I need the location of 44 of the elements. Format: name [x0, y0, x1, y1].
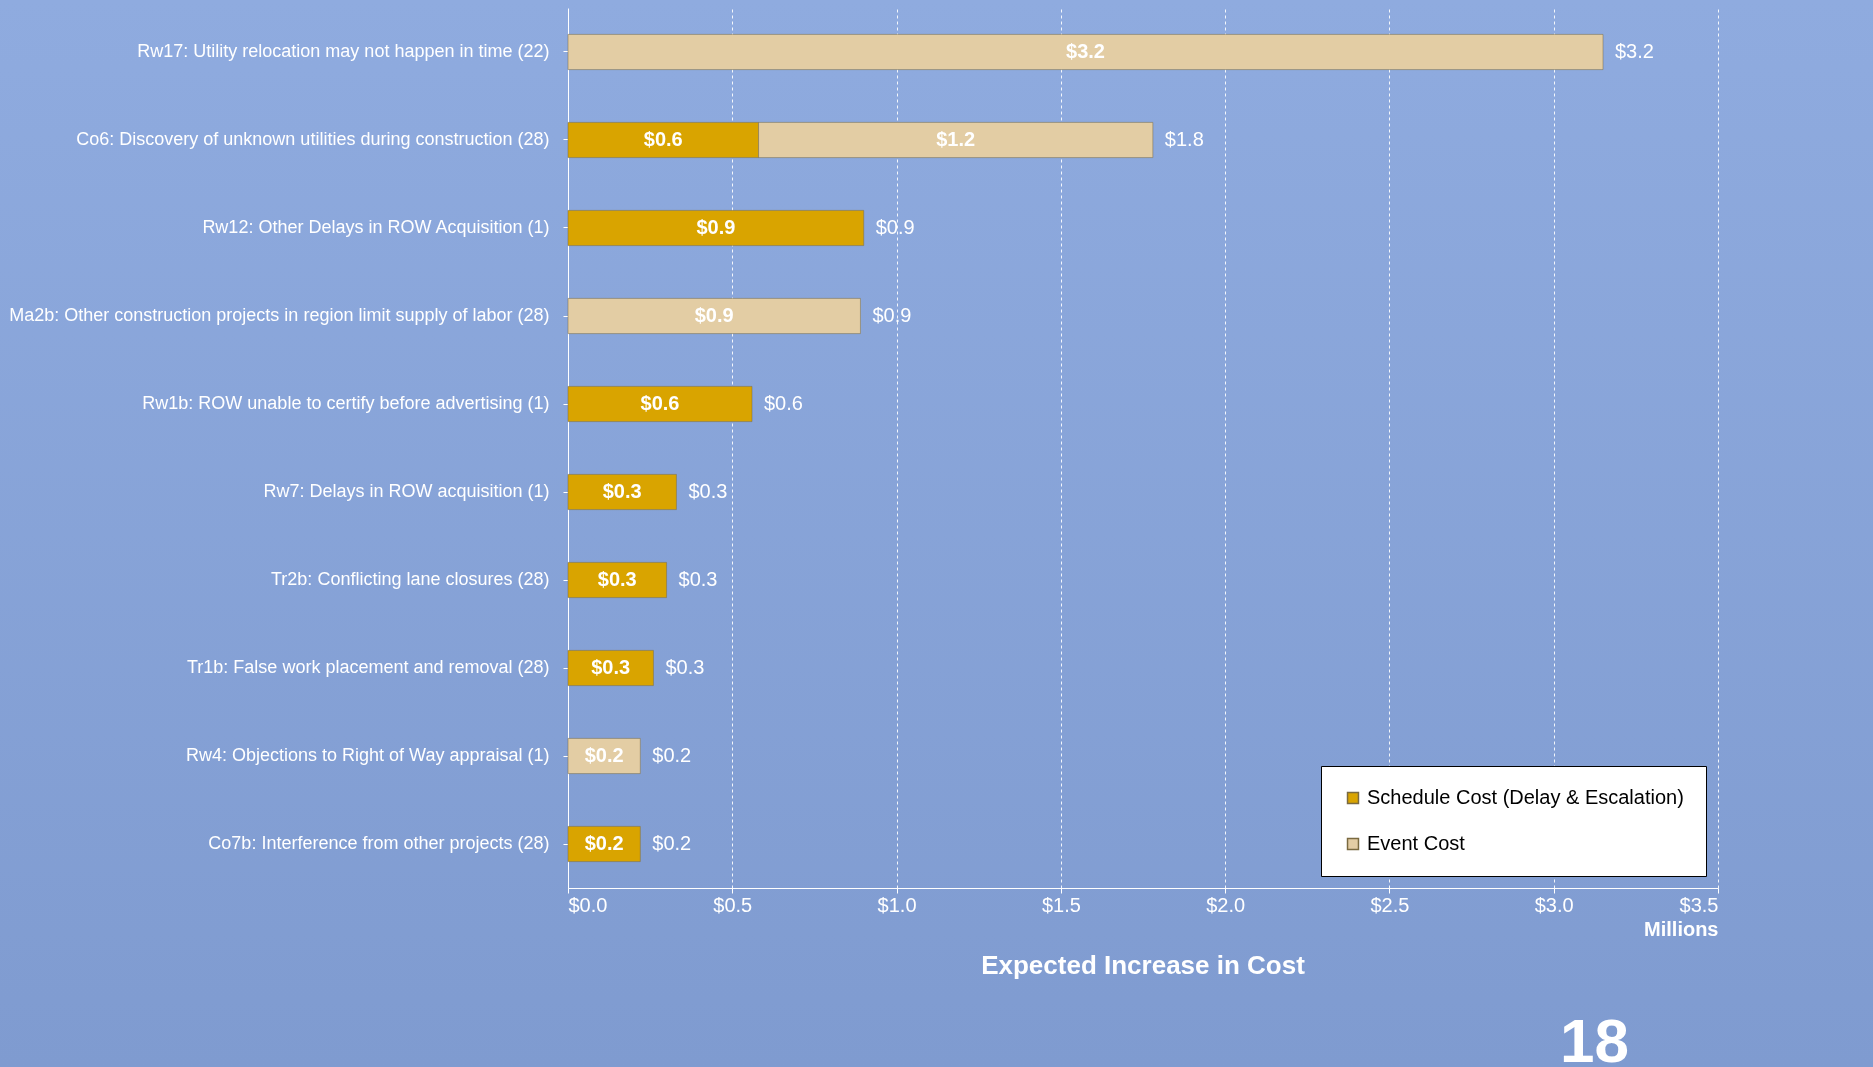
total-label: $0.2 [652, 744, 692, 766]
data-label: $0.2 [584, 832, 624, 854]
y-tick-label: Co6: Discovery of unknown utilities during construction (28) [76, 129, 550, 149]
x-tick-label: $3.0 [1534, 893, 1574, 916]
y-tick-label: Rw1b: ROW unable to certify before advertising (1) [142, 393, 550, 413]
data-label: $3.2 [1066, 40, 1105, 62]
total-label: $3.2 [1615, 40, 1654, 62]
y-tick-label: Tr2b: Conflicting lane closures (28) [271, 569, 550, 589]
y-tick-label: Rw12: Other Delays in ROW Acquisition (1) [202, 217, 550, 237]
x-tick-label: $0.0 [568, 893, 608, 916]
x-tick-label: $0.5 [713, 893, 753, 916]
data-label: $0.6 [640, 392, 680, 414]
total-label: $0.3 [678, 568, 718, 590]
legend-label: Event Cost [1367, 832, 1466, 854]
data-label: $0.9 [696, 216, 736, 238]
total-label: $0.9 [872, 304, 912, 326]
x-tick-label: $3.5 [1679, 893, 1719, 916]
x-tick-label: $1.5 [1041, 893, 1081, 916]
x-tick-label: $1.0 [877, 893, 917, 916]
x-axis-title: Millions [1644, 917, 1719, 940]
total-label: $0.6 [764, 392, 803, 414]
x-tick-label: $2.5 [1370, 893, 1410, 916]
text: 18 [1560, 1005, 1629, 1067]
data-label: $0.3 [602, 480, 642, 502]
data-label: $0.3 [591, 656, 631, 678]
y-tick-label: Rw4: Objections to Right of Way appraisal (1) [186, 745, 550, 765]
x-tick-label: $2.0 [1206, 893, 1246, 916]
total-label: $0.9 [875, 216, 915, 238]
y-tick-label: Co7b: Interference from other projects (28) [208, 833, 550, 853]
y-tick-label: Tr1b: False work placement and removal (28) [187, 657, 550, 677]
data-label: $0.2 [584, 744, 624, 766]
total-label: $0.3 [665, 656, 705, 678]
data-label: $1.2 [936, 128, 976, 150]
data-label: $0.3 [597, 568, 637, 590]
total-label: $0.3 [688, 480, 728, 502]
data-label: $0.9 [694, 304, 734, 326]
y-tick-label: Rw17: Utility relocation may not happen in time (22) [137, 41, 550, 61]
total-label: $1.8 [1164, 128, 1204, 150]
total-label: $0.2 [652, 832, 692, 854]
legend-label: Schedule Cost (Delay & Escalation) [1367, 786, 1684, 808]
y-tick-label: Ma2b: Other construction projects in region limit supply of labor (28) [9, 305, 550, 325]
text: Expected Increase in Cost [981, 950, 1306, 980]
y-tick-label: Rw7: Delays in ROW acquisition (1) [263, 481, 550, 501]
data-label: $0.6 [643, 128, 683, 150]
